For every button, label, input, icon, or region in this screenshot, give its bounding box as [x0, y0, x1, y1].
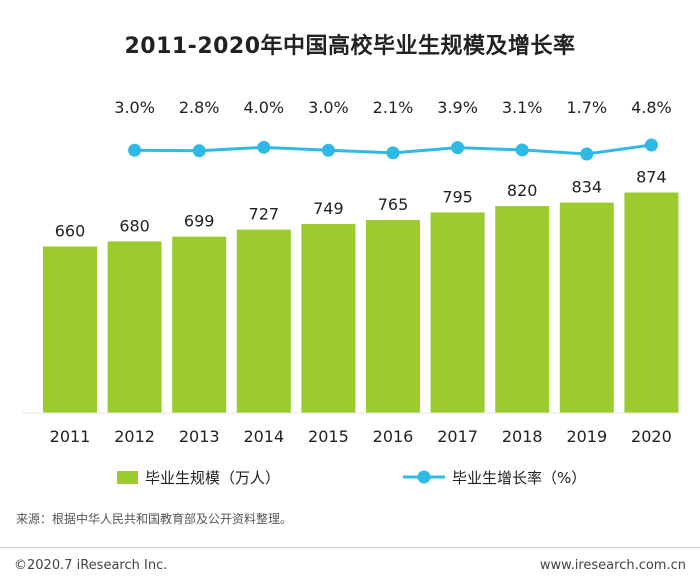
- bar-value-labels: 660 680 699 727 749 765 795 820 834 874: [55, 167, 667, 240]
- line-point-2015: [321, 143, 335, 157]
- bar-label-2012: 680: [119, 216, 150, 235]
- x-axis-tick-labels: 2011 2012 2013 2014 2015 2016 2017 2018 2019 2020: [50, 427, 672, 446]
- line-value-labels: 3.0% 2.8% 4.0% 3.0% 2.1% 3.9% 3.1% 1.7% 4.8%: [114, 98, 671, 117]
- legend: 毕业生规模（万人） 毕业生增长率（%）: [117, 469, 586, 487]
- source-note: 来源：根据中华人民共和国教育部及公开资料整理。: [16, 512, 293, 526]
- line-label-2015: 3.0%: [308, 98, 349, 117]
- bar-label-2019: 834: [572, 178, 603, 197]
- bar-label-2011: 660: [55, 221, 86, 240]
- line-point-2019: [580, 147, 594, 161]
- line-label-2017: 3.9%: [437, 98, 478, 117]
- bar-label-2015: 749: [313, 199, 344, 218]
- bar-label-2020: 874: [636, 167, 667, 186]
- bar-2015: [301, 224, 356, 413]
- bar-2013: [172, 236, 227, 413]
- bar-label-2018: 820: [507, 181, 538, 200]
- line-label-2012: 3.0%: [114, 98, 155, 117]
- bar-2016: [366, 219, 420, 413]
- line-point-2020: [644, 138, 658, 152]
- line-label-2016: 2.1%: [373, 98, 414, 117]
- line-label-2018: 3.1%: [502, 98, 543, 117]
- bar-2018: [495, 206, 550, 413]
- line-point-2016: [386, 146, 400, 160]
- footer-divider: [0, 547, 700, 548]
- legend-marker-growth: [417, 470, 431, 484]
- bar-2011: [43, 246, 97, 413]
- x-tick-2019: 2019: [566, 427, 607, 446]
- x-tick-2017: 2017: [437, 427, 478, 446]
- bar-label-2017: 795: [442, 187, 473, 206]
- line-point-2014: [257, 140, 271, 154]
- bar-label-2016: 765: [378, 195, 409, 214]
- website-text: www.iresearch.com.cn: [539, 558, 686, 573]
- line-label-2014: 4.0%: [243, 98, 284, 117]
- x-tick-2014: 2014: [243, 427, 284, 446]
- x-tick-2012: 2012: [114, 427, 155, 446]
- bar-2020: [624, 192, 679, 413]
- chart-title: 2011-2020年中国高校毕业生规模及增长率: [124, 34, 576, 59]
- line-label-2013: 2.8%: [179, 98, 220, 117]
- line-series: [128, 138, 658, 161]
- x-tick-2011: 2011: [50, 427, 91, 446]
- line-label-2019: 1.7%: [566, 98, 607, 117]
- x-tick-2016: 2016: [373, 427, 414, 446]
- legend-swatch-bar: [117, 471, 138, 484]
- bar-series: [43, 192, 679, 413]
- legend-label-bar: 毕业生规模（万人）: [145, 469, 280, 487]
- line-label-2020: 4.8%: [631, 98, 672, 117]
- bar-2019: [559, 202, 614, 413]
- bar-label-2013: 699: [184, 212, 215, 231]
- x-tick-2018: 2018: [502, 427, 543, 446]
- bar-label-2014: 727: [249, 205, 280, 224]
- line-point-2013: [192, 144, 206, 158]
- legend-label-growth: 毕业生增长率（%）: [452, 469, 586, 487]
- bar-2014: [236, 229, 291, 413]
- line-point-2012: [128, 143, 142, 157]
- line-point-2018: [515, 143, 529, 157]
- copyright-text: ©2020.7 iResearch Inc.: [14, 558, 168, 573]
- x-tick-2013: 2013: [179, 427, 220, 446]
- bar-2017: [430, 212, 485, 413]
- line-point-2017: [451, 141, 465, 155]
- bar-2012: [107, 241, 162, 413]
- x-tick-2015: 2015: [308, 427, 349, 446]
- x-tick-2020: 2020: [631, 427, 672, 446]
